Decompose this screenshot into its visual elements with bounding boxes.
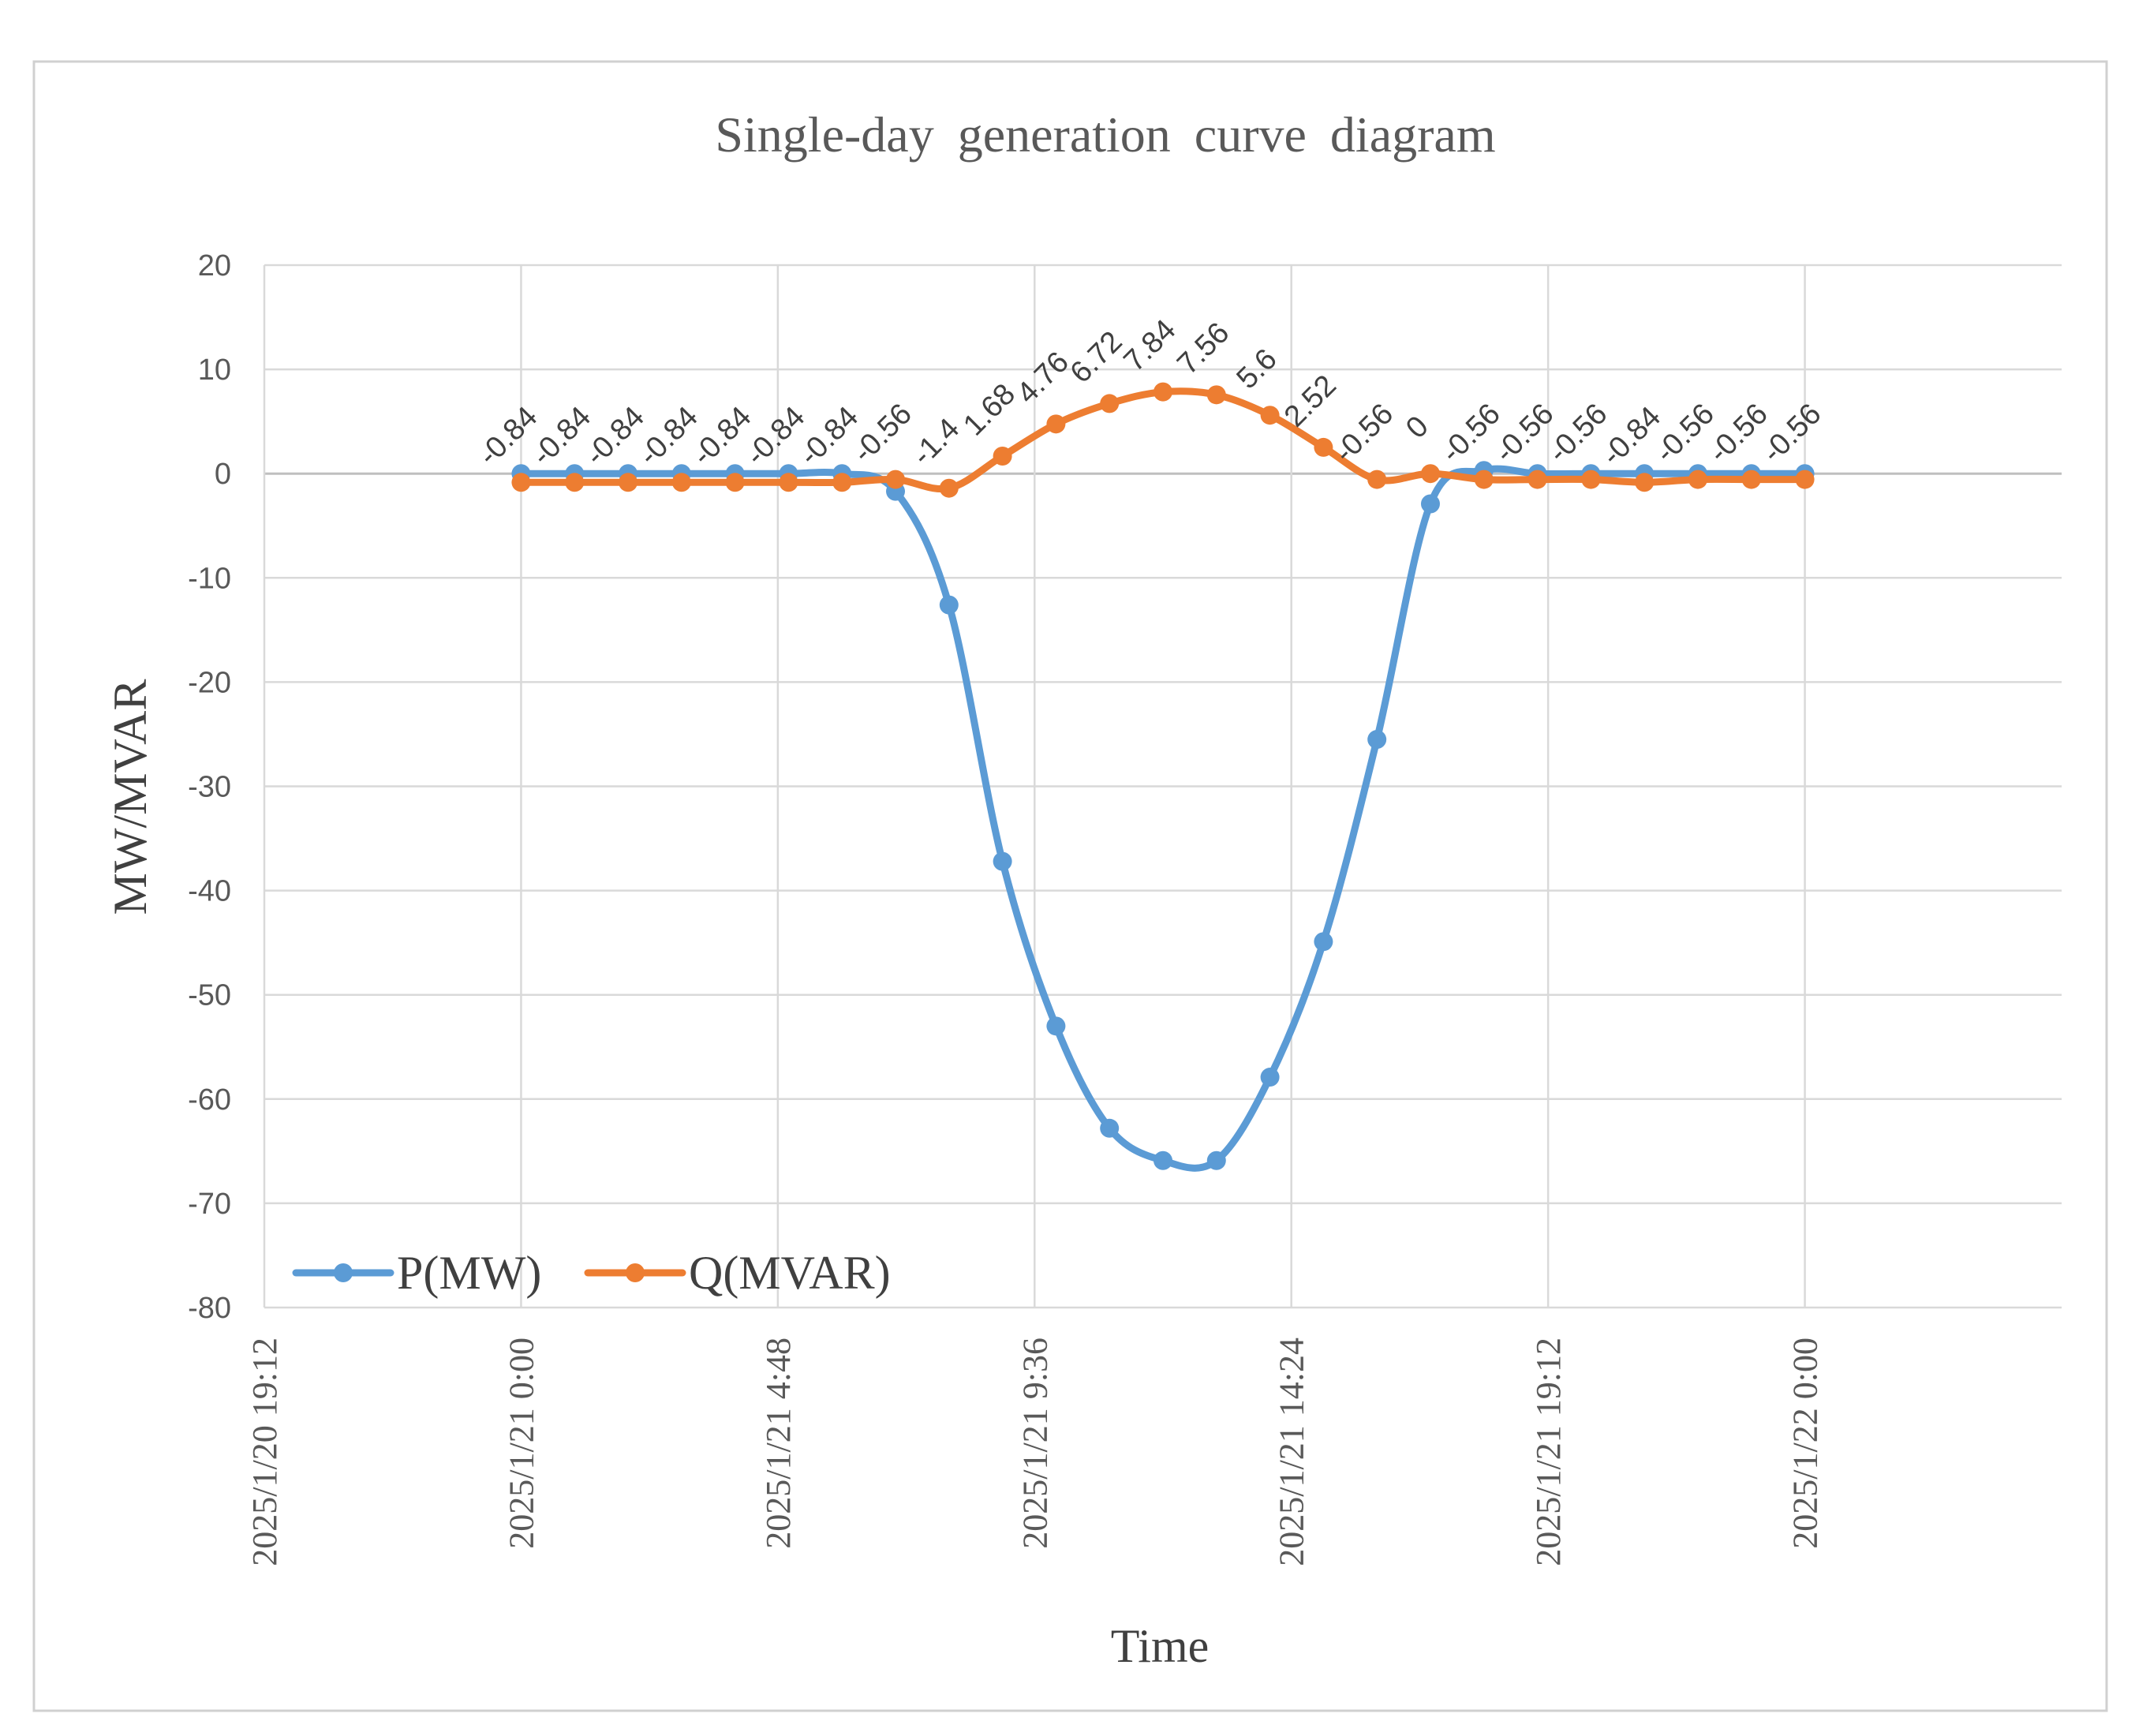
y-tick-label: -70 [188, 1188, 231, 1221]
data-point-p-mw [1046, 1016, 1066, 1036]
y-tick-label: -20 [188, 666, 231, 699]
data-point-q-mvar [1100, 394, 1120, 413]
y-tick-label: 0 [215, 458, 231, 491]
x-tick-label: 2025/1/21 0:00 [502, 1338, 540, 1549]
data-point-q-mvar [1581, 470, 1601, 489]
data-point-p-mw [1100, 1118, 1120, 1138]
y-tick-label: 10 [198, 354, 231, 387]
x-tick-label: 2025/1/22 0:00 [1786, 1338, 1825, 1549]
y-tick-label: -50 [188, 979, 231, 1012]
data-point-q-mvar [1688, 470, 1707, 489]
data-point-q-mvar [1046, 414, 1066, 434]
legend: P(MW) Q(MVAR) [292, 1247, 891, 1299]
y-tick-label: 20 [198, 249, 231, 282]
data-point-p-mw [1420, 494, 1440, 514]
data-point-q-mvar [886, 470, 906, 489]
legend-marker-q-mvar [626, 1263, 645, 1282]
data-point-q-mvar [939, 478, 959, 498]
y-tick-label: -10 [188, 562, 231, 595]
data-point-q-mvar [1527, 470, 1547, 489]
x-axis-title: Time [1111, 1620, 1210, 1672]
data-point-p-mw [1260, 1068, 1280, 1087]
data-point-q-mvar [832, 473, 852, 492]
y-tick-label: -30 [188, 771, 231, 804]
data-point-q-mvar [1260, 406, 1280, 425]
data-point-q-mvar [1635, 473, 1655, 492]
data-point-p-mw [1153, 1150, 1172, 1170]
data-point-q-mvar [1153, 382, 1172, 402]
data-point-p-mw [1367, 730, 1387, 750]
x-tick-label: 2025/1/21 14:24 [1273, 1338, 1311, 1566]
x-axis-ticks: 2025/1/20 19:12 2025/1/21 0:00 2025/1/21 4… [245, 1338, 1825, 1566]
data-point-q-mvar [1420, 464, 1440, 484]
data-point-q-mvar [619, 473, 638, 492]
data-point-p-mw [939, 595, 959, 615]
data-point-q-mvar [1206, 385, 1226, 405]
data-point-q-mvar [511, 473, 531, 492]
chart-title: Single-day generation curve diagram [715, 107, 1495, 163]
y-axis-ticks: 20 10 0 -10 -20 -30 -40 -50 -60 -70 -80 [188, 249, 231, 1325]
chart-frame [32, 60, 2108, 1712]
data-point-q-mvar [725, 473, 745, 492]
y-tick-label: -80 [188, 1292, 231, 1325]
data-point-q-mvar [1741, 470, 1761, 489]
legend-label-q-mvar: Q(MVAR) [689, 1247, 891, 1299]
gridlines [263, 264, 2062, 1309]
data-point-p-mw [1314, 932, 1333, 952]
data-point-p-mw [993, 851, 1012, 871]
data-point-q-mvar [565, 473, 585, 492]
data-point-q-mvar [779, 473, 798, 492]
x-tick-label: 2025/1/21 4:48 [759, 1338, 798, 1549]
data-point-q-mvar [1795, 470, 1815, 489]
data-point-q-mvar [993, 447, 1012, 466]
legend-marker-p-mw [334, 1263, 353, 1282]
data-point-q-mvar [1314, 437, 1333, 457]
legend-label-p-mw: P(MW) [397, 1247, 541, 1299]
y-tick-label: -60 [188, 1083, 231, 1117]
y-tick-label: -40 [188, 875, 231, 908]
y-axis-title: MW/MVAR [104, 679, 156, 915]
data-point-q-mvar [1474, 470, 1494, 489]
x-tick-label: 2025/1/21 19:12 [1529, 1338, 1568, 1566]
data-point-q-mvar [671, 473, 691, 492]
x-tick-label: 2025/1/20 19:12 [245, 1338, 284, 1566]
data-point-q-mvar [1367, 470, 1387, 489]
series-layer [511, 382, 1815, 1172]
x-tick-label: 2025/1/21 9:36 [1015, 1338, 1054, 1549]
data-point-p-mw [1206, 1150, 1226, 1170]
